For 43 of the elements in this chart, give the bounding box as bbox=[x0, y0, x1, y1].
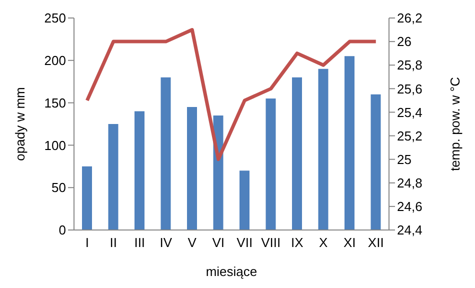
y-tick-label: 150 bbox=[44, 95, 66, 110]
x-tick-label: I bbox=[85, 235, 89, 250]
y2-tick-label: 24,4 bbox=[397, 222, 422, 238]
line-series bbox=[85, 28, 378, 162]
bar bbox=[187, 107, 197, 230]
bar bbox=[160, 77, 171, 230]
y-tick-label: 100 bbox=[44, 138, 66, 153]
bar bbox=[318, 68, 328, 230]
x-tick-label: X bbox=[319, 235, 328, 250]
bar bbox=[240, 170, 250, 230]
x-tick-label: IX bbox=[290, 235, 304, 250]
x-axis-title: miesiące bbox=[206, 264, 258, 279]
y-tick-label: 0 bbox=[58, 222, 66, 238]
y2-tick-label: 24,6 bbox=[397, 199, 422, 214]
bar bbox=[108, 124, 118, 230]
x-tick-label: VIII bbox=[261, 235, 281, 250]
x-tick-label: III bbox=[134, 235, 146, 250]
bar bbox=[82, 166, 92, 230]
x-tick-label: XI bbox=[343, 235, 356, 250]
x-tick-label: VII bbox=[236, 235, 253, 250]
y2-tick-label: 25 bbox=[397, 152, 412, 167]
y2-tick-label: 26,2 bbox=[397, 10, 422, 26]
y-tick-label: 50 bbox=[52, 180, 66, 196]
bar bbox=[266, 98, 276, 230]
bar bbox=[134, 111, 144, 230]
y2-tick-label: 24,8 bbox=[397, 176, 422, 191]
x-tick-label: V bbox=[188, 235, 197, 250]
y2-tick-label: 25,6 bbox=[397, 81, 422, 96]
bar bbox=[344, 56, 354, 230]
y2-tick-label: 26 bbox=[397, 34, 412, 50]
y2-tick-label: 25,4 bbox=[397, 104, 422, 120]
x-tick-label: II bbox=[110, 235, 117, 250]
y2-tick-label: 25,2 bbox=[397, 128, 422, 144]
y2-tick-label: 25,8 bbox=[397, 58, 422, 73]
x-tick-label: VI bbox=[212, 235, 225, 250]
y-tick-label: 200 bbox=[44, 53, 66, 68]
x-tick-label: IV bbox=[160, 235, 172, 250]
y-tick-label: 250 bbox=[44, 10, 66, 26]
y2-axis-title: temp. pow. w °C bbox=[448, 76, 463, 172]
x-tick-label: XII bbox=[368, 235, 384, 250]
y-axis-title: opady w mm bbox=[12, 87, 28, 161]
bar bbox=[292, 77, 302, 230]
bar bbox=[370, 94, 381, 230]
